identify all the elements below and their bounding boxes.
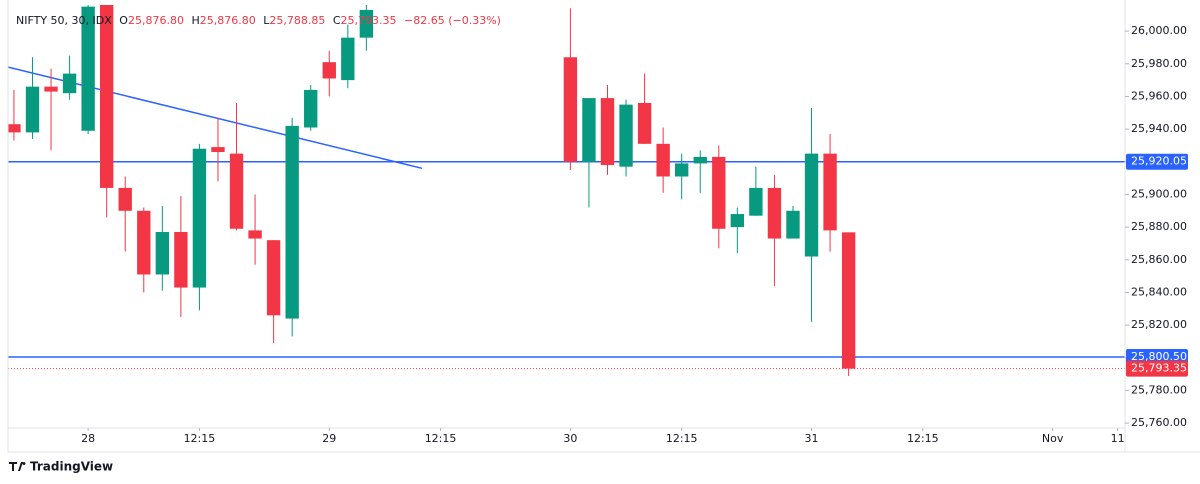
candle-body: [656, 143, 670, 177]
y-tick-label: 25,980.00: [1131, 57, 1187, 70]
symbol: NIFTY 50, 30, IDX: [16, 14, 112, 27]
y-tick-label: 25,860.00: [1131, 253, 1187, 266]
x-tick-label: Nov: [1042, 432, 1064, 445]
candle-body: [155, 232, 170, 275]
candle-body: [192, 148, 207, 288]
y-tick-label: 25,880.00: [1131, 220, 1187, 233]
y-tick-label: 25,820.00: [1131, 318, 1187, 331]
price-label: 25,920.05: [1131, 155, 1187, 168]
y-tick-label: 25,900.00: [1131, 187, 1187, 200]
price-label-box: [1126, 153, 1188, 170]
x-tick-label: 30: [563, 432, 577, 445]
candle-body: [582, 98, 596, 162]
y-axis: 25,760.0025,780.0025,800.0025,820.0025,8…: [1125, 24, 1188, 429]
candle-body: [211, 147, 225, 152]
candle-body: [62, 73, 77, 94]
x-tick-label: 12:15: [425, 432, 457, 445]
open-label: O: [119, 14, 128, 27]
header: NIFTY 50, 30, IDX O25,876.80 H25,876.80 …: [16, 14, 501, 27]
price-label: 25,793.35: [1131, 362, 1187, 375]
candle-body: [174, 232, 188, 288]
y-tick-label: 26,000.00: [1131, 24, 1187, 37]
high-label: H: [191, 14, 199, 27]
candle-body: [44, 86, 58, 92]
x-tick-label: 12:15: [184, 432, 216, 445]
x-tick-label: 12:15: [666, 432, 698, 445]
x-axis: 28 12:15 29 12:15 30 12:15 31 12:15 Nov 11: [81, 428, 1125, 445]
candle-body: [712, 156, 726, 229]
x-tick-group: 28 12:15 29 12:15 30 12:15 31 12:15 Nov 11: [81, 428, 1125, 445]
brand-name: TradingView: [30, 460, 113, 474]
candle-body: [8, 124, 21, 133]
plot-area: [8, 5, 1125, 376]
high-value: 25,876.80: [200, 14, 256, 27]
x-tick-label: 31: [805, 432, 819, 445]
candle-body: [137, 210, 151, 275]
candle-body: [25, 86, 40, 133]
y-tick-label: 25,840.00: [1131, 285, 1187, 298]
change-value: −82.65 (−0.33%): [404, 14, 501, 27]
x-tick-label: 12:15: [907, 432, 939, 445]
candle-body: [266, 240, 281, 316]
x-tick-label: 11: [1111, 432, 1125, 445]
open-value: 25,876.80: [128, 14, 184, 27]
candle-body: [359, 9, 374, 38]
candle-body: [804, 153, 819, 257]
candle-body: [637, 102, 652, 144]
y-tick-label: 25,760.00: [1131, 416, 1187, 429]
candle-body: [118, 187, 132, 211]
candle-body: [322, 62, 336, 79]
low-value: 25,788.85: [269, 14, 325, 27]
candle-body: [786, 210, 800, 239]
price-label-box: [1126, 360, 1188, 377]
brand-logo: TradingView: [9, 460, 113, 474]
candle-body: [823, 153, 837, 231]
low-label: L: [263, 14, 270, 27]
candle-body: [600, 98, 615, 166]
x-tick-label: 28: [81, 432, 95, 445]
candle-body: [563, 57, 578, 162]
candle-body: [248, 230, 262, 239]
candle-body: [619, 104, 633, 167]
logo-icon: [9, 462, 26, 471]
candle-body: [767, 187, 782, 239]
candle-body: [285, 125, 299, 319]
candle-body: [341, 37, 355, 81]
candle-body: [730, 214, 745, 228]
candle-body: [81, 6, 95, 131]
y-tick-label: 25,940.00: [1131, 122, 1187, 135]
candle-body: [304, 89, 318, 128]
candle-body: [100, 5, 114, 188]
close-label: C: [333, 14, 341, 27]
trend-line: [8, 66, 423, 170]
candle-body: [749, 187, 763, 216]
candle-body: [675, 163, 689, 177]
candle-body: [693, 156, 707, 164]
candle-body: [229, 153, 244, 229]
candle-body: [841, 232, 856, 369]
y-tick-label: 25,960.00: [1131, 89, 1187, 102]
x-tick-label: 29: [322, 432, 336, 445]
price-label: 25,800.50: [1131, 350, 1187, 363]
y-tick-label: 25,780.00: [1131, 383, 1187, 396]
close-value: 25,793.35: [341, 14, 397, 27]
